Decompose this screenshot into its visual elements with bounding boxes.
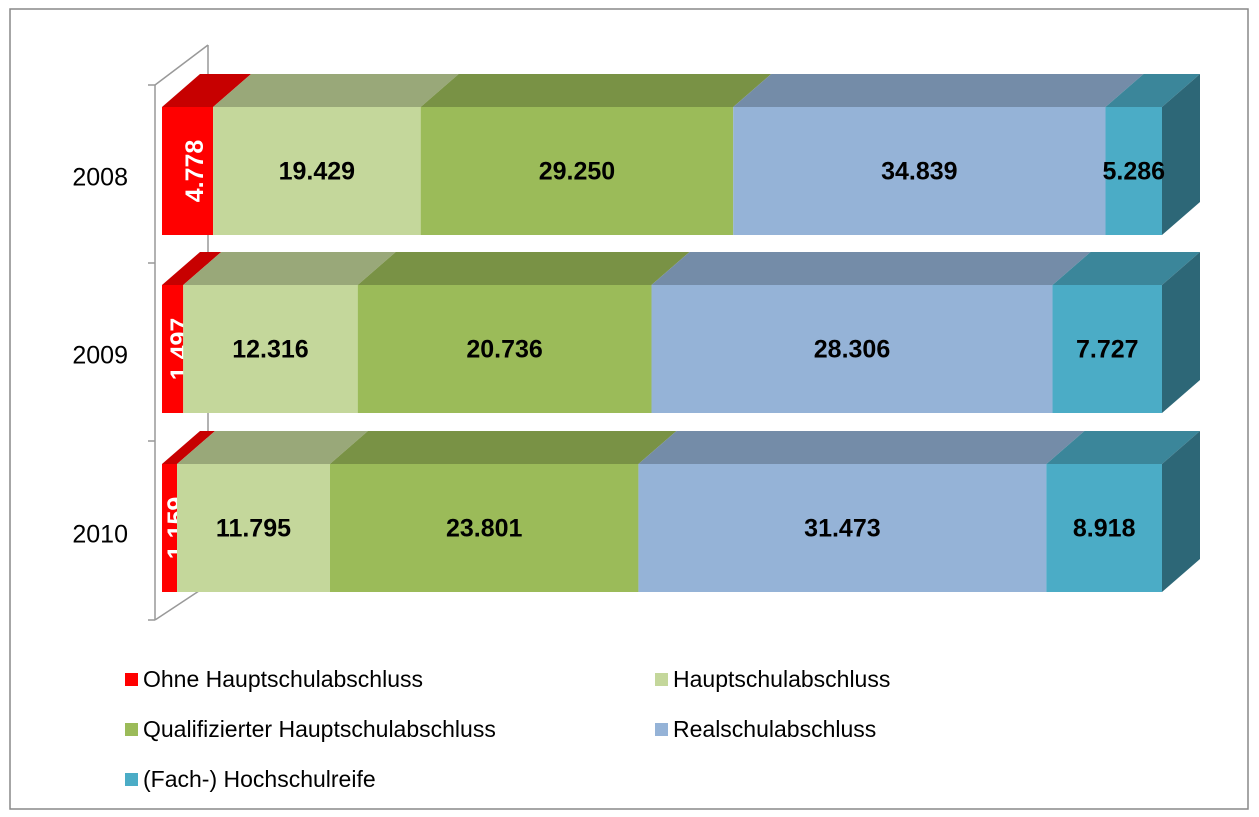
bar	[357, 285, 652, 413]
bar	[162, 107, 214, 235]
legend-label: Hauptschulabschluss	[673, 666, 890, 692]
y-tick-label: 2010	[72, 521, 128, 549]
bar-top	[177, 431, 368, 464]
bar-top	[162, 431, 216, 464]
bar	[183, 285, 358, 413]
bar-top	[329, 431, 677, 464]
bar	[162, 464, 178, 592]
data-label: 19.429	[279, 158, 355, 186]
bar-top	[162, 74, 252, 107]
bar-side	[1162, 431, 1200, 592]
data-label: 8.918	[1073, 515, 1136, 543]
data-label: 31.473	[804, 515, 880, 543]
legend-label: Qualifizierter Hauptschulabschluss	[143, 716, 496, 742]
bar-side	[1162, 74, 1200, 235]
legend-label: (Fach-) Hochschulreife	[143, 766, 376, 792]
bar-top	[420, 74, 772, 107]
data-label: 34.839	[881, 158, 957, 186]
legend-label: Realschulabschluss	[673, 716, 876, 742]
y-tick-label: 2008	[72, 164, 128, 192]
bar	[329, 464, 639, 592]
bar-side	[1162, 252, 1200, 413]
bar	[651, 285, 1053, 413]
data-label: 29.250	[539, 158, 615, 186]
legend-swatch	[655, 723, 668, 736]
bar-top	[1046, 431, 1200, 464]
legend-swatch	[655, 673, 668, 686]
bar-top	[357, 252, 690, 285]
bar	[420, 107, 734, 235]
bar-top	[183, 252, 396, 285]
legend-label: Ohne Hauptschulabschluss	[143, 666, 423, 692]
bar	[213, 107, 421, 235]
bar-top	[638, 431, 1085, 464]
data-label: 28.306	[814, 336, 890, 364]
bar	[733, 107, 1106, 235]
legend-swatch	[125, 773, 138, 786]
bar-top	[213, 74, 459, 107]
bar	[162, 285, 184, 413]
data-label: 4.778	[181, 140, 209, 203]
bar	[1052, 285, 1162, 413]
bar-top	[733, 74, 1144, 107]
bar-top	[162, 252, 222, 285]
legend-swatch	[125, 723, 138, 736]
legend-swatch	[125, 673, 138, 686]
bar	[638, 464, 1047, 592]
data-label: 23.801	[446, 515, 523, 543]
data-label: 20.736	[466, 336, 542, 364]
data-label: 11.795	[216, 515, 291, 543]
data-label: 7.727	[1076, 336, 1139, 364]
data-label: 12.316	[232, 336, 308, 364]
bar-top	[651, 252, 1091, 285]
bar	[1046, 464, 1162, 592]
bar-top	[1052, 252, 1200, 285]
data-label: 5.286	[1102, 158, 1165, 186]
bar	[177, 464, 330, 592]
bar-top	[1105, 74, 1200, 107]
bar	[1105, 107, 1162, 235]
y-tick-label: 2009	[72, 342, 128, 370]
